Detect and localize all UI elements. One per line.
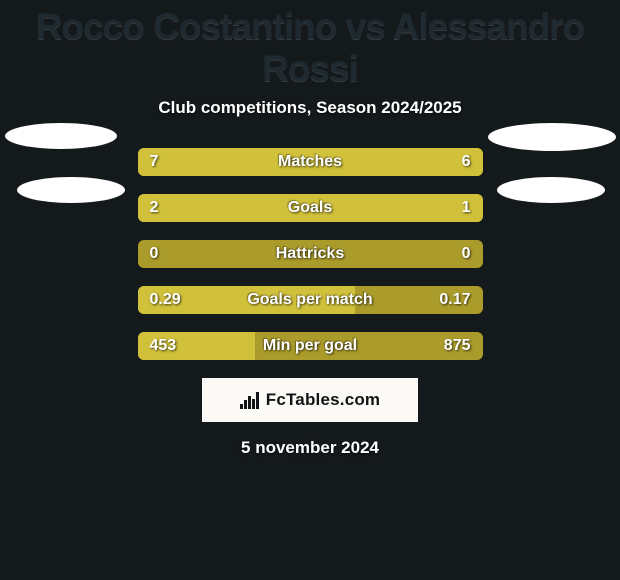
stats-area: 76Matches 21Goals 0 0Hattricks 0.290.17Goals…: [0, 148, 620, 458]
chart-icon: [240, 391, 260, 409]
page-title: Rocco Costantino vs Alessandro Rossi: [0, 0, 620, 90]
date-text: 5 november 2024: [0, 438, 620, 458]
logo-text: FcTables.com: [266, 390, 381, 410]
stat-row: 0.290.17Goals per match: [138, 286, 483, 314]
bar-fill-left: [138, 332, 255, 360]
bar-fill-right: [369, 194, 483, 222]
stat-value-right: 0.17: [439, 286, 470, 314]
oval-left-1: [5, 123, 117, 149]
stat-value-right: 0: [462, 240, 471, 268]
bar-fill-left: [138, 286, 355, 314]
stat-row: 0 0Hattricks: [138, 240, 483, 268]
oval-right-2: [497, 177, 605, 203]
bar-fill-left: [138, 148, 324, 176]
bar-fill-left: [138, 194, 369, 222]
stat-value-right: 875: [444, 332, 471, 360]
oval-right-1: [488, 123, 616, 151]
logo-box: FcTables.com: [202, 378, 418, 422]
oval-left-2: [17, 177, 125, 203]
stat-row: 453875Min per goal: [138, 332, 483, 360]
bar-fill-right: [324, 148, 483, 176]
stat-label: Hattricks: [138, 240, 483, 268]
stat-value-left: 0: [150, 240, 159, 268]
stat-row: 21Goals: [138, 194, 483, 222]
stat-row: 76Matches: [138, 148, 483, 176]
subtitle: Club competitions, Season 2024/2025: [0, 98, 620, 118]
